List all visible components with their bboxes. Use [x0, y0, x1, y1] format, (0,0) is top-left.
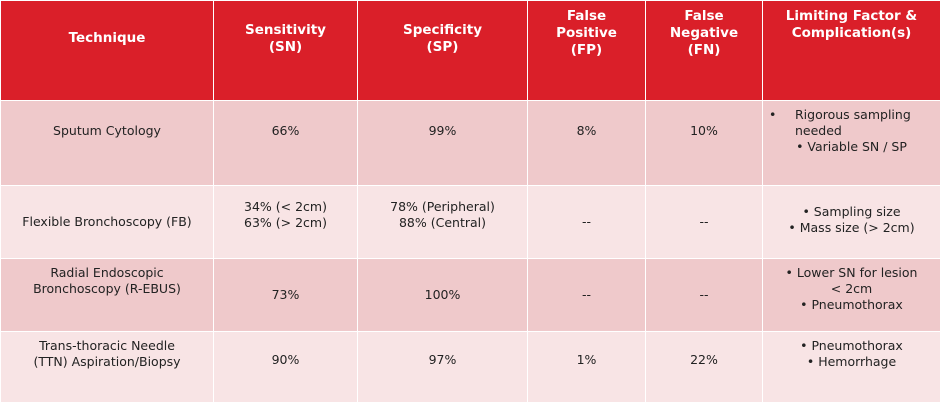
header-limiting-factor: Limiting Factor & Complication(s) [763, 1, 940, 101]
cell-limiting-factor: • Lower SN for lesion < 2cm • Pneumothor… [763, 259, 940, 332]
cell-false-negative: -- [646, 259, 763, 332]
cell-false-negative: -- [646, 186, 763, 259]
cell-limiting-factor: • Sampling size • Mass size (> 2cm) [763, 186, 940, 259]
cell-limiting-factor: •Rigorous sampling needed • Variable SN … [763, 101, 940, 186]
cell-specificity: 99% [358, 101, 528, 186]
cell-technique: Sputum Cytology [1, 101, 214, 186]
cell-false-positive: -- [528, 259, 646, 332]
cell-false-negative: 22% [646, 332, 763, 403]
cell-specificity: 100% [358, 259, 528, 332]
cell-false-negative: 10% [646, 101, 763, 186]
table-row: Sputum Cytology 66% 99% 8% 10% •Rigorous… [1, 101, 940, 186]
cell-technique: Radial Endoscopic Bronchoscopy (R-EBUS) [1, 259, 214, 332]
cell-sensitivity: 90% [214, 332, 358, 403]
cell-technique: Flexible Bronchoscopy (FB) [1, 186, 214, 259]
header-technique: Technique [1, 1, 214, 101]
header-sensitivity: Sensitivity (SN) [214, 1, 358, 101]
table-row: Trans-thoracic Needle (TTN) Aspiration/B… [1, 332, 940, 403]
header-false-negative: False Negative (FN) [646, 1, 763, 101]
bullet-marker: • [769, 107, 795, 123]
cell-limiting-factor: • Pneumothorax • Hemorrhage [763, 332, 940, 403]
header-specificity: Specificity (SP) [358, 1, 528, 101]
cell-technique: Trans-thoracic Needle (TTN) Aspiration/B… [1, 332, 214, 403]
cell-sensitivity: 66% [214, 101, 358, 186]
cell-false-positive: -- [528, 186, 646, 259]
cell-specificity: 78% (Peripheral) 88% (Central) [358, 186, 528, 259]
cell-sensitivity: 34% (< 2cm) 63% (> 2cm) [214, 186, 358, 259]
cell-specificity: 97% [358, 332, 528, 403]
cell-false-positive: 8% [528, 101, 646, 186]
header-false-positive: False Positive (FP) [528, 1, 646, 101]
cell-sensitivity: 73% [214, 259, 358, 332]
header-row: Technique Sensitivity (SN) Specificity (… [1, 1, 940, 101]
table-row: Flexible Bronchoscopy (FB) 34% (< 2cm) 6… [1, 186, 940, 259]
cell-false-positive: 1% [528, 332, 646, 403]
table-row: Radial Endoscopic Bronchoscopy (R-EBUS) … [1, 259, 940, 332]
